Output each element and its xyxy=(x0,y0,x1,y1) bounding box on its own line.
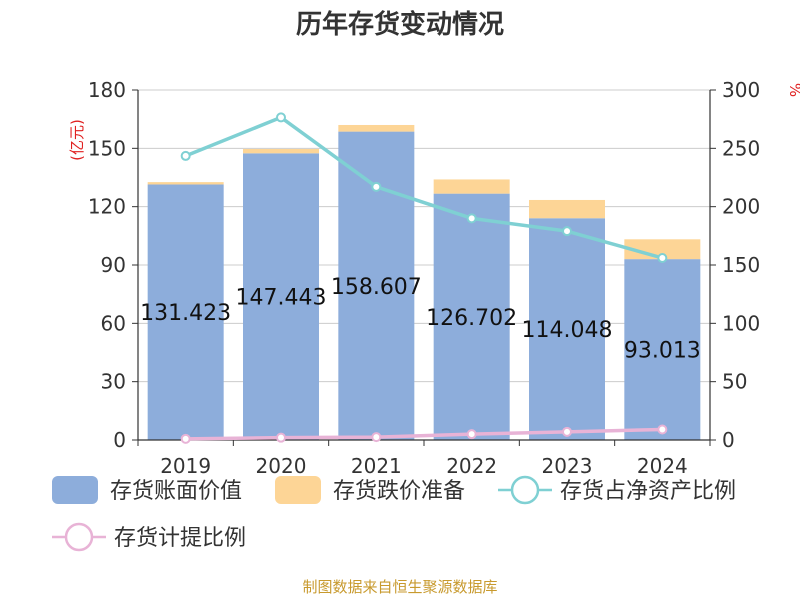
bar-存货账面价值 xyxy=(624,259,701,440)
line-layer xyxy=(180,112,668,444)
left-tick-label: 180 xyxy=(88,78,126,102)
right-tick-label: 300 xyxy=(722,78,760,102)
legend-label: 存货跌价准备 xyxy=(333,479,465,504)
bar-存货跌价准备 xyxy=(433,179,510,194)
bar-value-label: 126.702 xyxy=(426,306,517,331)
left-axis-unit: (亿元) xyxy=(68,119,86,161)
point-存货计提比例 xyxy=(562,426,572,437)
legend-label: 存货计提比例 xyxy=(114,526,246,551)
legend-label: 存货账面价值 xyxy=(110,479,242,504)
point-存货占净资产比例 xyxy=(371,181,382,192)
left-tick-label: 60 xyxy=(101,311,126,335)
source-note: 制图数据来自恒生聚源数据库 xyxy=(302,578,497,596)
line-存货计提比例 xyxy=(185,427,663,441)
legend-marker xyxy=(64,522,94,552)
right-tick-label: 50 xyxy=(722,370,747,394)
right-tick-label: 150 xyxy=(722,253,760,277)
bar-存货账面价值 xyxy=(243,153,319,440)
left-tick-label: 150 xyxy=(88,136,126,160)
point-存货占净资产比例 xyxy=(180,150,191,161)
x-tick-label: 2023 xyxy=(542,454,593,478)
bar-value-label: 114.048 xyxy=(522,318,613,343)
x-tick-label: 2022 xyxy=(446,454,497,478)
bar-存货跌价准备 xyxy=(529,199,605,219)
right-axis-unit: % xyxy=(786,83,800,97)
bar-value-label: 158.607 xyxy=(331,275,422,300)
bar-layer xyxy=(147,124,701,440)
bar-存货账面价值 xyxy=(147,184,224,440)
point-存货占净资产比例 xyxy=(657,253,668,263)
bar-存货账面价值 xyxy=(433,193,510,440)
left-tick-label: 120 xyxy=(88,195,126,219)
bar-value-label: 147.443 xyxy=(236,286,327,311)
right-tick-label: 0 xyxy=(722,428,735,452)
bar-存货跌价准备 xyxy=(338,124,415,132)
point-存货计提比例 xyxy=(276,432,286,443)
gridlines xyxy=(138,89,710,383)
point-存货占净资产比例 xyxy=(276,112,286,123)
point-存货计提比例 xyxy=(466,429,477,440)
bar-存货跌价准备 xyxy=(147,182,224,185)
right-tick-label: 200 xyxy=(722,195,760,219)
x-tick-label: 2019 xyxy=(160,454,211,478)
x-tick-label: 2021 xyxy=(351,454,402,478)
left-tick-label: 0 xyxy=(113,428,126,452)
left-tick-label: 30 xyxy=(101,370,126,394)
chart-title: 历年存货变动情况 xyxy=(296,9,504,40)
right-tick-label: 250 xyxy=(722,136,760,160)
bar-value-label: 93.013 xyxy=(624,339,701,364)
legend-marker xyxy=(510,475,540,505)
right-tick-label: 100 xyxy=(722,311,760,335)
bar-存货跌价准备 xyxy=(243,149,319,154)
legend-swatch xyxy=(52,476,98,504)
point-存货计提比例 xyxy=(371,432,382,443)
point-存货占净资产比例 xyxy=(562,226,572,237)
point-存货计提比例 xyxy=(657,424,668,435)
legend-label: 存货占净资产比例 xyxy=(560,479,736,504)
x-tick-label: 2020 xyxy=(256,454,307,478)
point-存货占净资产比例 xyxy=(466,213,477,224)
left-tick-label: 90 xyxy=(101,253,126,277)
axes: 0 30 60 90 120 150 180 0 50 100 150 200 250 300 2019 20… xyxy=(88,78,760,478)
bar-value-label: 131.423 xyxy=(140,301,231,326)
x-tick-label: 2024 xyxy=(637,454,688,478)
legend-swatch xyxy=(275,476,321,504)
line-存货占净资产比例 xyxy=(185,115,663,260)
bar-存货账面价值 xyxy=(529,218,605,440)
point-存货计提比例 xyxy=(180,433,191,444)
